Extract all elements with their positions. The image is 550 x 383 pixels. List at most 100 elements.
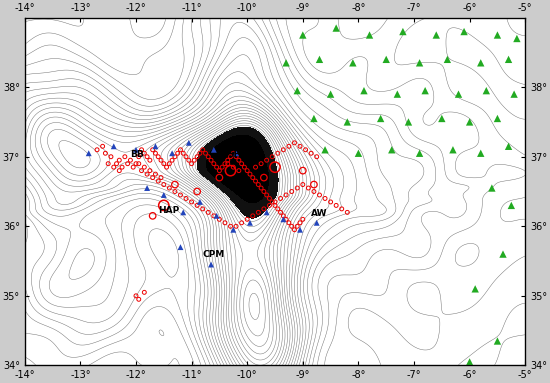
Point (92, 147, 101, 153)
Point (262, 209, 271, 215)
Point (192, 202, 201, 208)
Point (109, 164, 118, 170)
Point (184, 140, 193, 146)
Point (295, 227, 304, 233)
Point (279, 216, 288, 223)
Point (109, 143, 118, 149)
Point (293, 185, 301, 191)
Point (226, 168, 235, 174)
Point (157, 157, 166, 163)
Point (321, 195, 329, 201)
Point (151, 150, 160, 156)
Point (332, 25, 340, 31)
Point (170, 182, 179, 188)
Text: BB: BB (130, 150, 144, 159)
Point (284, 143, 293, 149)
Text: SFC: SFC (228, 150, 247, 159)
Point (260, 206, 268, 212)
Point (218, 164, 227, 170)
Point (415, 60, 424, 66)
Point (295, 220, 304, 226)
Point (271, 164, 279, 170)
Point (476, 60, 485, 66)
Point (257, 160, 266, 167)
Point (115, 168, 124, 174)
Point (160, 160, 168, 167)
Point (301, 147, 310, 153)
Point (107, 154, 116, 160)
Point (293, 88, 301, 94)
Point (199, 206, 207, 212)
Point (204, 154, 213, 160)
Point (179, 150, 188, 156)
Point (142, 171, 151, 177)
Point (148, 213, 157, 219)
Point (487, 185, 496, 191)
Point (268, 199, 277, 205)
Point (234, 157, 243, 163)
Point (134, 154, 143, 160)
Point (170, 154, 179, 160)
Point (449, 147, 458, 153)
Point (376, 115, 385, 121)
Point (243, 216, 251, 223)
Point (465, 119, 474, 125)
Point (154, 178, 163, 184)
Point (234, 168, 243, 174)
Point (249, 213, 257, 219)
Point (443, 56, 452, 62)
Point (365, 32, 374, 38)
Point (293, 223, 301, 229)
Point (273, 150, 282, 156)
Point (276, 195, 285, 201)
Point (482, 88, 491, 94)
Point (304, 185, 313, 191)
Point (251, 164, 260, 170)
Point (196, 150, 205, 156)
Point (84, 150, 93, 156)
Point (310, 188, 318, 195)
Point (276, 209, 285, 215)
Point (187, 160, 196, 167)
Point (204, 209, 213, 215)
Text: HAP: HAP (158, 206, 179, 216)
Point (354, 150, 363, 156)
Point (134, 296, 143, 302)
Point (215, 168, 224, 174)
Point (137, 168, 146, 174)
Point (343, 119, 351, 125)
Point (131, 293, 140, 299)
Point (229, 227, 238, 233)
Point (215, 216, 224, 223)
Point (160, 182, 168, 188)
Point (432, 32, 441, 38)
Point (168, 157, 177, 163)
Point (176, 244, 185, 250)
Point (382, 56, 390, 62)
Point (240, 164, 249, 170)
Point (146, 168, 155, 174)
Point (129, 164, 138, 170)
Point (249, 175, 257, 181)
Point (399, 28, 408, 34)
Point (260, 188, 268, 195)
Point (196, 199, 205, 205)
Point (98, 143, 107, 149)
Point (493, 32, 502, 38)
Point (262, 157, 271, 163)
Point (182, 195, 190, 201)
Point (226, 223, 235, 229)
Point (282, 60, 290, 66)
Point (165, 185, 174, 191)
Point (179, 209, 188, 215)
Point (165, 160, 174, 167)
Point (332, 202, 340, 208)
Point (321, 147, 329, 153)
Point (210, 213, 218, 219)
Point (387, 147, 396, 153)
Point (192, 188, 201, 195)
Point (237, 220, 246, 226)
Point (137, 147, 146, 153)
Point (160, 202, 168, 208)
Point (268, 154, 277, 160)
